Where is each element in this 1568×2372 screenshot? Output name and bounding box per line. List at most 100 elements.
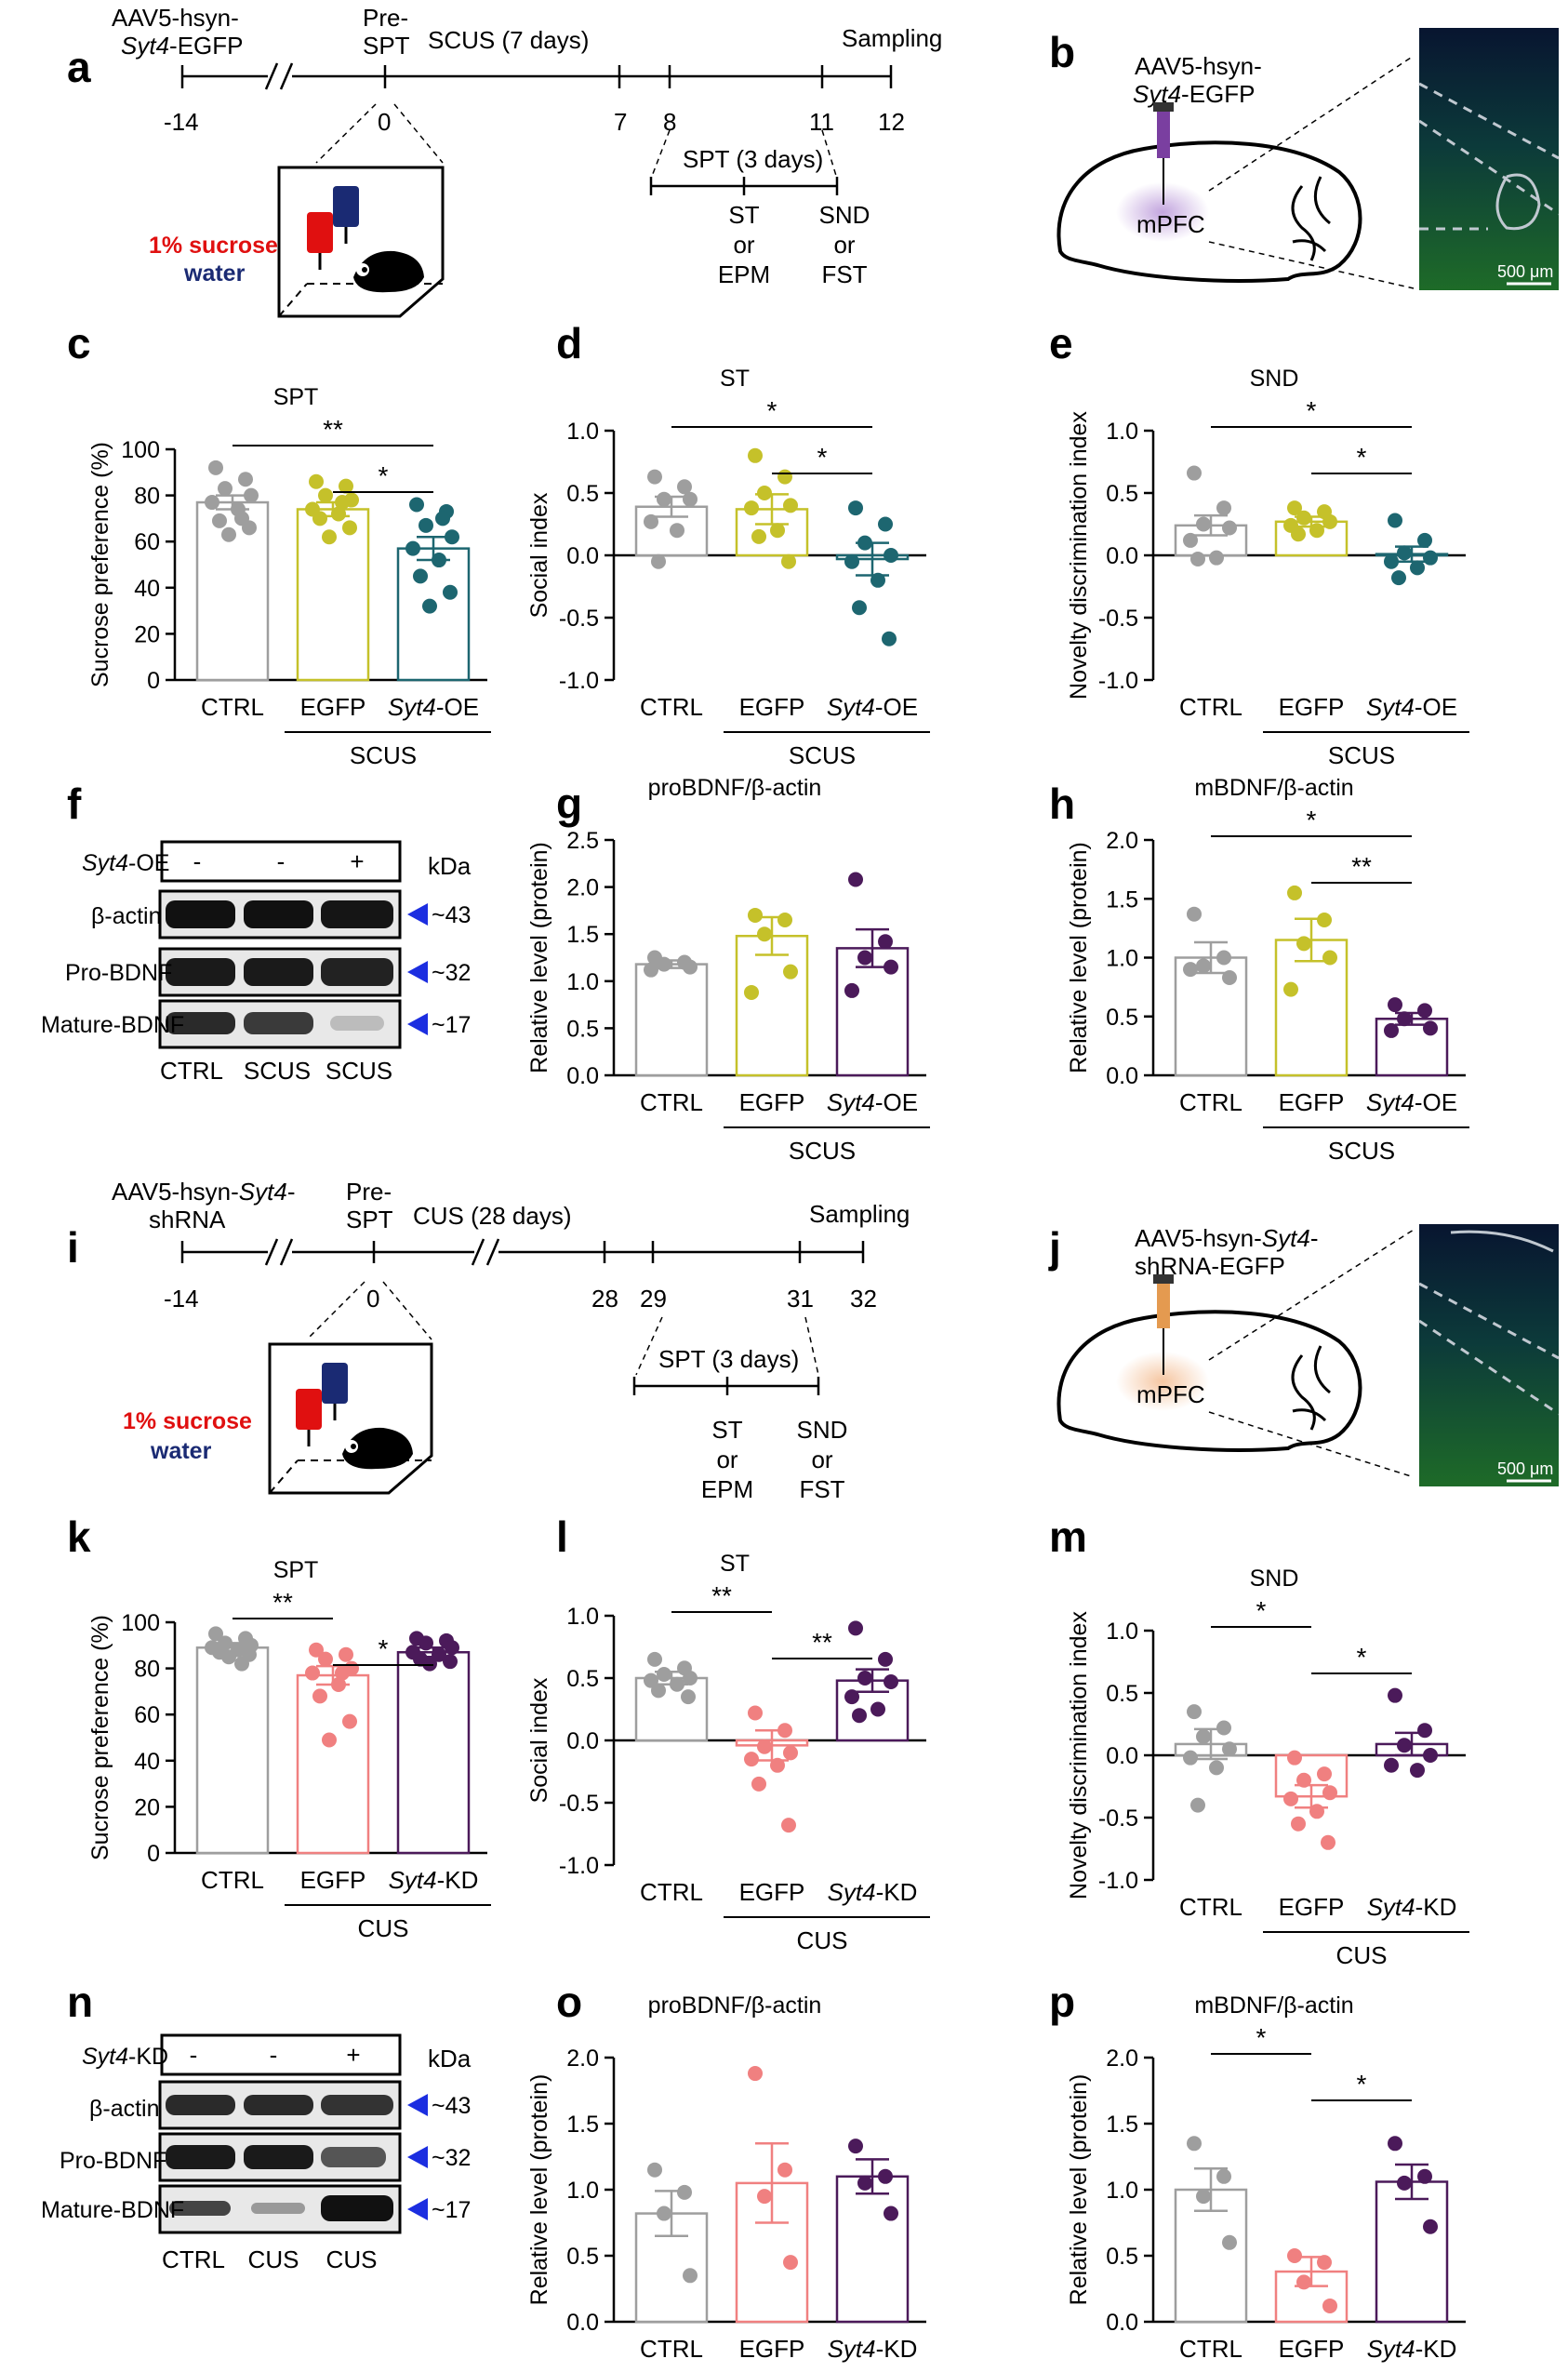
- y-tick-label: 100: [121, 1610, 160, 1636]
- data-point: [751, 528, 766, 544]
- y-tick-label: 2.0: [1106, 2046, 1138, 2072]
- treatment-sign: +: [350, 847, 364, 875]
- chart-title: mBDNF/β-actin: [1194, 1992, 1353, 2019]
- tick-label: 28: [591, 1285, 618, 1313]
- data-point: [244, 487, 259, 503]
- data-point: [1216, 2168, 1231, 2184]
- y-tick-label: 0: [147, 1841, 160, 1867]
- band-size: ~43: [432, 902, 471, 928]
- y-tick-label: 0.0: [566, 543, 599, 569]
- panel-letter-m: m: [1049, 1512, 1087, 1561]
- y-axis-title: Relative level (protein): [1066, 842, 1092, 1073]
- data-point: [644, 513, 658, 529]
- western-blot-n: Syt4-KD - - + kDa β-actin Pro-BDNF Matur…: [41, 2033, 472, 2273]
- data-point: [443, 1654, 458, 1670]
- bar: [1375, 2180, 1449, 2324]
- group-label: SCUS: [1328, 1137, 1395, 1165]
- chart-k: 0 20 40 60 80 100 Sucrose preference (%) SPT CTR…: [87, 1557, 491, 1942]
- panel-letters: a b c d e f g h i j k l m n o p: [67, 28, 1087, 2026]
- data-point: [657, 1666, 671, 1682]
- data-point: [409, 497, 424, 513]
- y-tick-label: -1.0: [559, 1853, 599, 1879]
- break-mark: [279, 1238, 294, 1266]
- data-point: [844, 553, 859, 569]
- zoom-line: [1208, 1411, 1415, 1478]
- data-point: [670, 523, 684, 539]
- category-label: Syt4-OE: [1366, 1088, 1457, 1116]
- data-point: [1296, 1772, 1311, 1788]
- data-point: [335, 495, 350, 511]
- timeline-a: AAV5-hsyn- Syt4-EGFP Pre- SPT SCUS (7 da…: [112, 4, 942, 318]
- tick-label: -14: [164, 108, 199, 136]
- data-point: [783, 2255, 798, 2271]
- data-point: [848, 2139, 863, 2154]
- data-point: [683, 2268, 698, 2284]
- region-boundary: [1418, 1282, 1560, 1416]
- y-axis-title: Novelty discrimination index: [1066, 1611, 1092, 1899]
- data-point: [878, 2168, 893, 2184]
- data-point: [1397, 1738, 1412, 1753]
- chart-title: SND: [1250, 366, 1299, 392]
- significance-label: **: [1351, 852, 1372, 881]
- y-tick-label: 0.0: [566, 2310, 599, 2336]
- sub-label: or: [811, 1446, 832, 1473]
- band: [244, 900, 313, 928]
- virus-label-line1: AAV5-hsyn-Syt4-: [1135, 1224, 1319, 1252]
- panel-letter-a: a: [67, 43, 91, 91]
- y-tick-label: 0.0: [566, 1063, 599, 1089]
- data-point: [1183, 962, 1198, 978]
- y-tick-label: 1.0: [1106, 2178, 1138, 2204]
- data-point: [312, 1688, 327, 1704]
- band: [166, 1012, 235, 1034]
- break-mark: [471, 1238, 485, 1266]
- data-point: [1384, 1022, 1399, 1038]
- data-point: [770, 523, 785, 539]
- data-point: [1388, 513, 1402, 528]
- y-tick-label: 1.0: [1106, 946, 1138, 972]
- data-point: [1388, 2136, 1402, 2152]
- data-point: [238, 472, 253, 487]
- data-point: [318, 487, 333, 503]
- bar: [396, 1650, 471, 1855]
- sub-label: EPM: [701, 1475, 753, 1503]
- brain-outline: [1056, 140, 1362, 283]
- data-point: [1309, 523, 1324, 539]
- category-label: EGFP: [1279, 1893, 1345, 1921]
- data-point: [1322, 950, 1337, 966]
- arrow-icon: [407, 2094, 428, 2116]
- virus-label-line2: Syt4-EGFP: [1133, 80, 1255, 108]
- break-mark: [485, 1238, 500, 1266]
- data-point: [1283, 1791, 1298, 1806]
- data-point: [1291, 1816, 1306, 1832]
- y-tick-label: 0.5: [566, 481, 599, 507]
- data-point: [683, 491, 698, 507]
- tick-label: 8: [663, 108, 676, 136]
- data-point: [1190, 1797, 1205, 1813]
- y-axis-title: Social index: [526, 1677, 552, 1803]
- data-point: [342, 1713, 357, 1729]
- data-point: [1222, 2234, 1237, 2250]
- sub-label: or: [716, 1446, 737, 1473]
- data-point: [1196, 2189, 1211, 2205]
- data-point: [1209, 550, 1224, 566]
- data-point: [1216, 950, 1231, 966]
- category-label: CTRL: [1179, 2335, 1242, 2363]
- y-axis-title: Relative level (protein): [526, 2074, 552, 2306]
- data-point: [208, 460, 223, 475]
- data-point: [1287, 500, 1302, 516]
- data-point: [857, 1671, 872, 1686]
- tick-label: 29: [640, 1285, 667, 1313]
- band: [166, 2095, 235, 2115]
- data-point: [644, 962, 658, 978]
- data-point: [1187, 465, 1202, 481]
- data-point: [212, 513, 227, 528]
- brain-outline: [1056, 1310, 1362, 1452]
- data-point: [683, 959, 698, 975]
- y-tick-label: 1.5: [566, 2112, 599, 2138]
- data-point: [1296, 2274, 1311, 2290]
- data-point: [322, 529, 337, 545]
- data-point: [884, 959, 898, 975]
- data-point: [1322, 2298, 1337, 2313]
- data-point: [647, 1651, 662, 1667]
- group-label: SCUS: [789, 741, 856, 769]
